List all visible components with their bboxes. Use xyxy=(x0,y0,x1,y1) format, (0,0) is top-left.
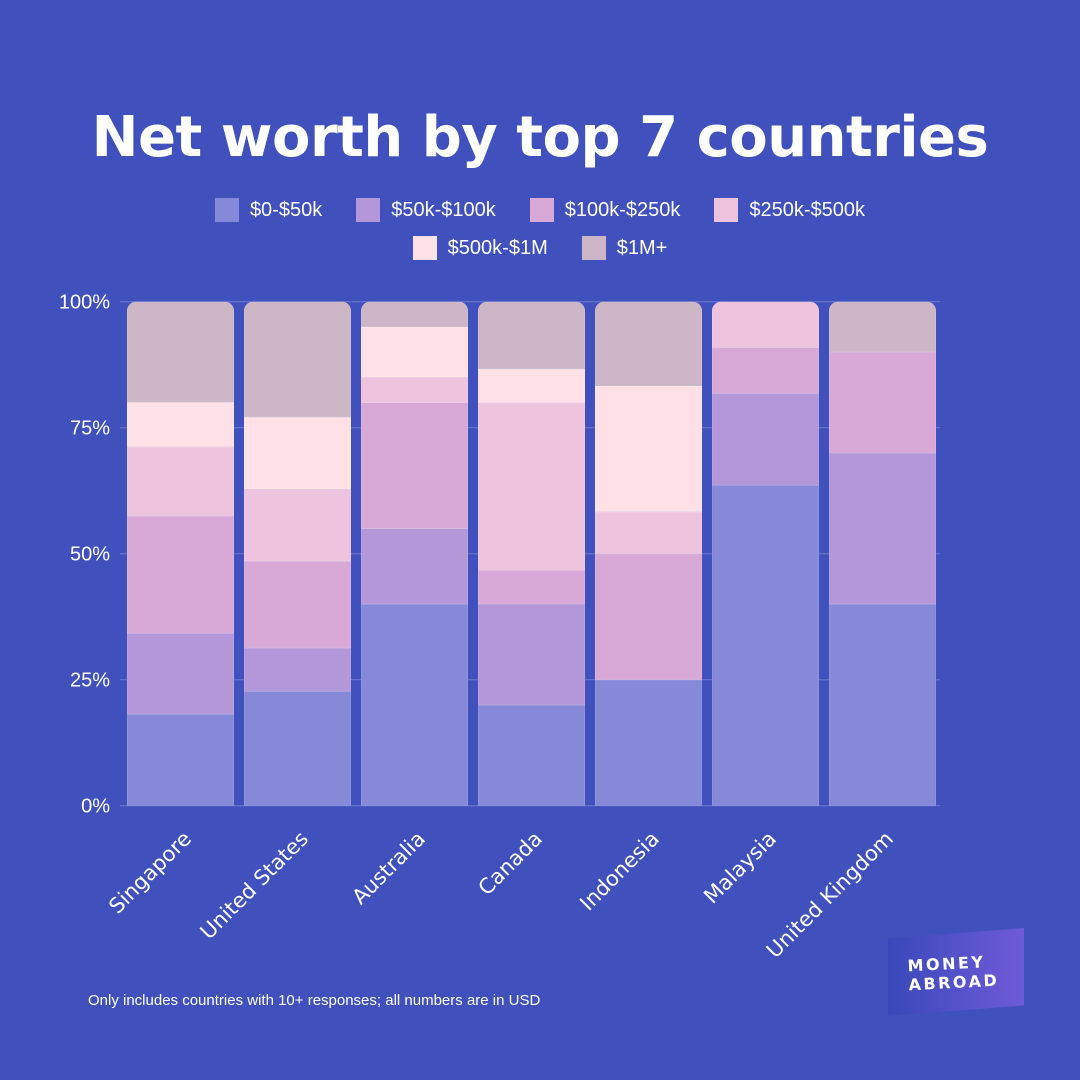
bar-stack-united-kingdom xyxy=(829,301,936,806)
y-tick-label: 75% xyxy=(70,418,110,440)
legend-swatch xyxy=(581,236,606,260)
bar-segment xyxy=(127,446,234,517)
bar-stack-canada xyxy=(478,301,585,806)
bar-segment xyxy=(829,603,936,806)
chart-title: Net worth by top 7 countries xyxy=(91,105,989,170)
bar-segment xyxy=(361,376,468,403)
logo-background xyxy=(888,928,1024,1016)
bar-segment xyxy=(361,402,468,529)
x-tick-label: Canada xyxy=(474,827,547,900)
bar-segment xyxy=(361,603,468,806)
legend-label: $100k-$250k xyxy=(564,198,681,221)
bar-segment xyxy=(244,690,351,806)
bar-segment xyxy=(127,632,234,715)
bar-segment xyxy=(829,301,936,353)
legend-swatch xyxy=(214,198,239,222)
bar-segment xyxy=(595,301,702,387)
y-axis: 0% 25% 50% 75% 100% xyxy=(59,292,110,818)
x-tick-label: Singapore xyxy=(104,827,196,919)
legend-swatch xyxy=(356,198,381,222)
bar-segment xyxy=(712,484,819,806)
legend-item-250k-500k: $250k-$500k xyxy=(714,198,865,222)
bar-segment xyxy=(244,416,351,490)
bar-segment xyxy=(361,301,468,328)
x-axis: Singapore United States Australia Canada Ind… xyxy=(104,827,898,963)
legend-label: $250k-$500k xyxy=(749,198,866,221)
bar-segment xyxy=(127,402,234,448)
x-tick-label: Australia xyxy=(347,827,430,910)
legend-swatch xyxy=(529,198,554,222)
bar-segment xyxy=(361,528,468,605)
bar-stack-malaysia xyxy=(712,301,819,806)
legend-item-500k-1m: $500k-$1M xyxy=(412,236,548,260)
bar-segment xyxy=(829,452,936,605)
legend-item-1m-plus: $1M+ xyxy=(581,236,668,260)
y-tick-label: 25% xyxy=(70,670,110,692)
bar-segment xyxy=(244,560,351,649)
y-tick-label: 50% xyxy=(70,544,110,566)
legend-swatch xyxy=(412,236,437,260)
bar-segment xyxy=(712,301,819,349)
x-tick-label: Malaysia xyxy=(699,827,781,909)
bar-segment xyxy=(478,569,585,605)
bar-segment xyxy=(127,301,234,404)
bar-stack-australia xyxy=(361,301,468,806)
x-tick-label: Indonesia xyxy=(575,827,664,916)
legend-item-50k-100k: $50k-$100k xyxy=(356,198,496,222)
legend-row-2: $500k-$1M $1M+ xyxy=(412,236,668,260)
bar-segment xyxy=(829,351,936,454)
bar-stack-singapore xyxy=(127,301,234,806)
x-tick-label: United Kingdom xyxy=(762,827,898,963)
bar-stack-indonesia xyxy=(595,301,702,806)
bar-segment xyxy=(595,553,702,681)
legend-label: $50k-$100k xyxy=(391,198,496,221)
bar-segment xyxy=(478,603,585,706)
bar-segment xyxy=(127,713,234,806)
footnote: Only includes countries with 10+ respons… xyxy=(88,992,541,1009)
y-tick-label: 0% xyxy=(81,796,110,818)
money-abroad-logo: MONEY ABROAD xyxy=(888,928,1024,1016)
logo-text: MONEY ABROAD xyxy=(907,952,1000,994)
legend-label: $500k-$1M xyxy=(447,236,548,259)
bar-stack-united-states xyxy=(244,301,351,806)
bar-segment xyxy=(244,488,351,562)
bar-segment xyxy=(595,511,702,555)
legend-label: $1M+ xyxy=(616,236,668,259)
bar-segment xyxy=(127,515,234,634)
bar-segment xyxy=(595,679,702,806)
bar-segment xyxy=(478,704,585,806)
bar-segment xyxy=(244,301,351,418)
y-tick-label: 100% xyxy=(59,292,110,314)
legend: $0-$50k $50k-$100k $100k-$250k $250k-$50… xyxy=(0,198,1080,260)
bar-segment xyxy=(478,301,585,370)
legend-item-100k-250k: $100k-$250k xyxy=(529,198,681,222)
bar-segment xyxy=(244,647,351,692)
bar-segment xyxy=(595,385,702,513)
legend-row-1: $0-$50k $50k-$100k $100k-$250k $250k-$50… xyxy=(214,198,865,222)
bar-segment xyxy=(712,392,819,486)
bar-segment xyxy=(478,402,585,571)
legend-label: $0-$50k xyxy=(249,198,323,221)
bar-segment xyxy=(712,347,819,394)
legend-item-0-50k: $0-$50k xyxy=(214,198,323,222)
bar-segment xyxy=(478,368,585,403)
bars xyxy=(127,301,936,806)
legend-swatch xyxy=(714,198,739,222)
bar-segment xyxy=(361,326,468,378)
x-tick-label: United States xyxy=(196,827,314,945)
